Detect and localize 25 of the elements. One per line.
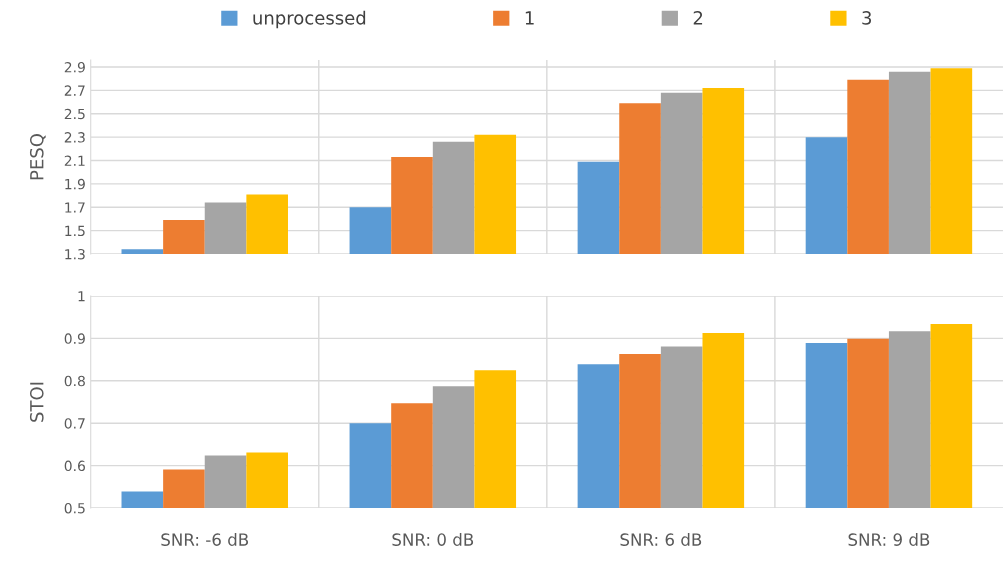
y-tick-label: 0.7: [64, 418, 85, 429]
y-tick-label: 1: [78, 291, 85, 302]
y-tick-label: 2.7: [64, 85, 85, 96]
y-axis-title: PESQ: [29, 134, 46, 180]
y-tick-label: 2.9: [64, 61, 85, 73]
y-axis-title: STOI: [29, 382, 44, 422]
y-tick-label: 0.8: [64, 375, 85, 387]
legend-label: 1: [525, 11, 534, 25]
y-tick-label: 0.6: [64, 460, 85, 472]
y-tick-label: 0.5: [64, 502, 85, 514]
x-tick-label: SNR: 9 dB: [848, 533, 930, 546]
x-tick-label: SNR: 6 dB: [620, 533, 702, 546]
legend-label: unprocessed: [253, 10, 366, 29]
y-tick-label: 1.5: [65, 225, 85, 237]
legend-label: 2: [693, 11, 703, 25]
y-tick-label: 1.7: [65, 202, 85, 213]
y-tick-label: 1.9: [65, 178, 85, 190]
x-tick-label: SNR: 0 dB: [392, 533, 474, 546]
y-tick-label: 1.3: [65, 248, 85, 260]
y-tick-label: 0.9: [64, 333, 85, 344]
x-tick-label: SNR: -6 dB: [161, 533, 249, 546]
y-tick-label: 2.5: [64, 108, 85, 120]
y-tick-label: 2.1: [64, 155, 85, 166]
y-tick-label: 2.3: [64, 132, 85, 143]
legend-label: 3: [862, 11, 872, 25]
